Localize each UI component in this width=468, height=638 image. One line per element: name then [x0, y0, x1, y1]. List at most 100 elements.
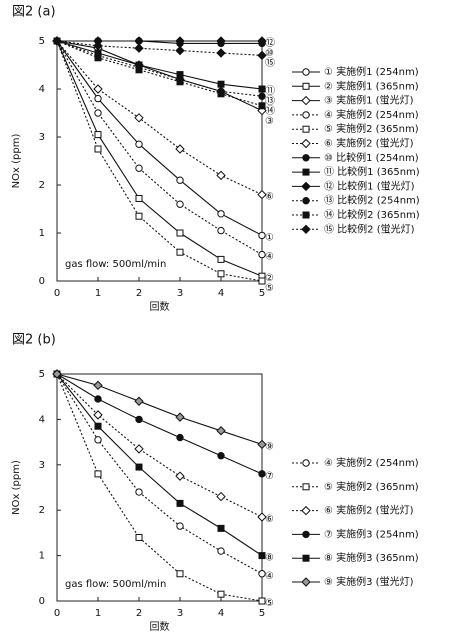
marker	[177, 79, 183, 85]
marker	[217, 427, 225, 435]
marker	[95, 437, 101, 443]
series-line	[57, 374, 262, 601]
marker	[218, 91, 224, 97]
series-line	[57, 41, 262, 195]
marker	[95, 146, 101, 152]
marker	[95, 132, 101, 138]
marker	[218, 256, 224, 262]
marker	[136, 141, 142, 147]
legend-marker	[303, 69, 309, 75]
legend-label: ① 実施例1 (254nm)	[324, 65, 419, 78]
marker	[177, 434, 183, 440]
x-tick-label: 1	[95, 288, 101, 299]
y-tick-label: 2	[39, 505, 45, 516]
end-label: ⑮	[265, 57, 275, 69]
end-label: ④	[265, 571, 274, 582]
marker	[135, 44, 143, 52]
marker	[136, 416, 142, 422]
y-tick-label: 2	[39, 180, 45, 191]
y-tick-label: 4	[39, 414, 45, 425]
end-label: ⑤	[265, 598, 274, 609]
y-axis-label: NOx (ppm)	[11, 460, 22, 515]
legend-label: ⑭ 比較例2 (365nm)	[324, 208, 420, 221]
marker	[135, 445, 143, 453]
marker	[218, 591, 224, 597]
legend-label: ⑨ 実施例3 (蛍光灯)	[324, 575, 414, 588]
end-label: ③	[265, 116, 274, 127]
end-label: ⑥	[265, 192, 274, 203]
marker	[136, 213, 142, 219]
marker	[217, 171, 225, 179]
y-tick-label: 3	[39, 132, 45, 143]
marker	[218, 227, 224, 233]
legend-marker	[303, 531, 309, 537]
marker	[95, 55, 101, 61]
x-tick-label: 2	[136, 288, 142, 299]
plot-frame	[57, 374, 262, 601]
marker	[218, 211, 224, 217]
legend-marker	[303, 83, 309, 89]
series-line	[57, 41, 262, 89]
chart-title: 図2 (b)	[12, 333, 56, 348]
marker	[136, 464, 142, 470]
legend-label: ⑧ 実施例3 (365nm)	[324, 551, 419, 564]
marker	[218, 548, 224, 554]
x-tick-label: 4	[218, 288, 224, 299]
series-line	[57, 374, 262, 574]
marker	[177, 201, 183, 207]
x-axis-label: 回数	[150, 620, 170, 633]
marker	[136, 534, 142, 540]
marker	[136, 165, 142, 171]
figure: 図2 (a)012345012345回数NOx (ppm)gas flow: 5…	[0, 0, 468, 638]
legend-label: ⑬ 比較例2 (254nm)	[324, 194, 420, 207]
end-label: ⑤	[265, 283, 274, 294]
marker	[177, 571, 183, 577]
legend-label: ⑤ 実施例2 (365nm)	[324, 480, 419, 493]
y-tick-label: 1	[39, 228, 45, 239]
legend-label: ② 実施例1 (365nm)	[324, 79, 419, 92]
legend-marker	[303, 212, 309, 218]
marker	[217, 493, 225, 501]
series-line	[57, 374, 262, 517]
legend-label: ⑥ 実施例2 (蛍光灯)	[324, 137, 414, 150]
x-tick-label: 3	[177, 608, 183, 619]
y-axis-label: NOx (ppm)	[11, 134, 22, 189]
marker	[218, 271, 224, 277]
marker	[95, 110, 101, 116]
marker	[136, 489, 142, 495]
legend-label: ⑤ 実施例2 (365nm)	[324, 122, 419, 135]
marker	[177, 177, 183, 183]
series-line	[57, 374, 262, 556]
marker	[135, 397, 143, 405]
marker	[177, 230, 183, 236]
end-label: ④	[265, 252, 274, 263]
end-label: ⑨	[265, 441, 274, 452]
x-tick-label: 3	[177, 288, 183, 299]
marker	[95, 471, 101, 477]
marker	[95, 396, 101, 402]
legend-label: ④ 実施例2 (254nm)	[324, 456, 419, 469]
legend-marker	[302, 140, 310, 148]
legend-label: ③ 実施例1 (蛍光灯)	[324, 94, 414, 107]
x-tick-label: 5	[259, 608, 265, 619]
x-tick-label: 1	[95, 608, 101, 619]
marker	[218, 525, 224, 531]
y-tick-label: 0	[39, 276, 45, 287]
y-tick-label: 3	[39, 460, 45, 471]
marker	[218, 81, 224, 87]
legend-marker	[302, 182, 310, 190]
annotation: gas flow: 500ml/min	[65, 579, 166, 590]
annotation: gas flow: 500ml/min	[65, 259, 166, 270]
legend-marker	[303, 169, 309, 175]
marker	[94, 85, 102, 93]
y-tick-label: 5	[39, 36, 45, 47]
marker	[176, 472, 184, 480]
marker	[177, 523, 183, 529]
x-tick-label: 2	[136, 608, 142, 619]
y-tick-label: 0	[39, 596, 45, 607]
marker	[177, 249, 183, 255]
legend-marker	[302, 225, 310, 233]
plot-frame	[57, 41, 262, 281]
legend-marker	[303, 555, 309, 561]
legend-marker	[302, 97, 310, 105]
